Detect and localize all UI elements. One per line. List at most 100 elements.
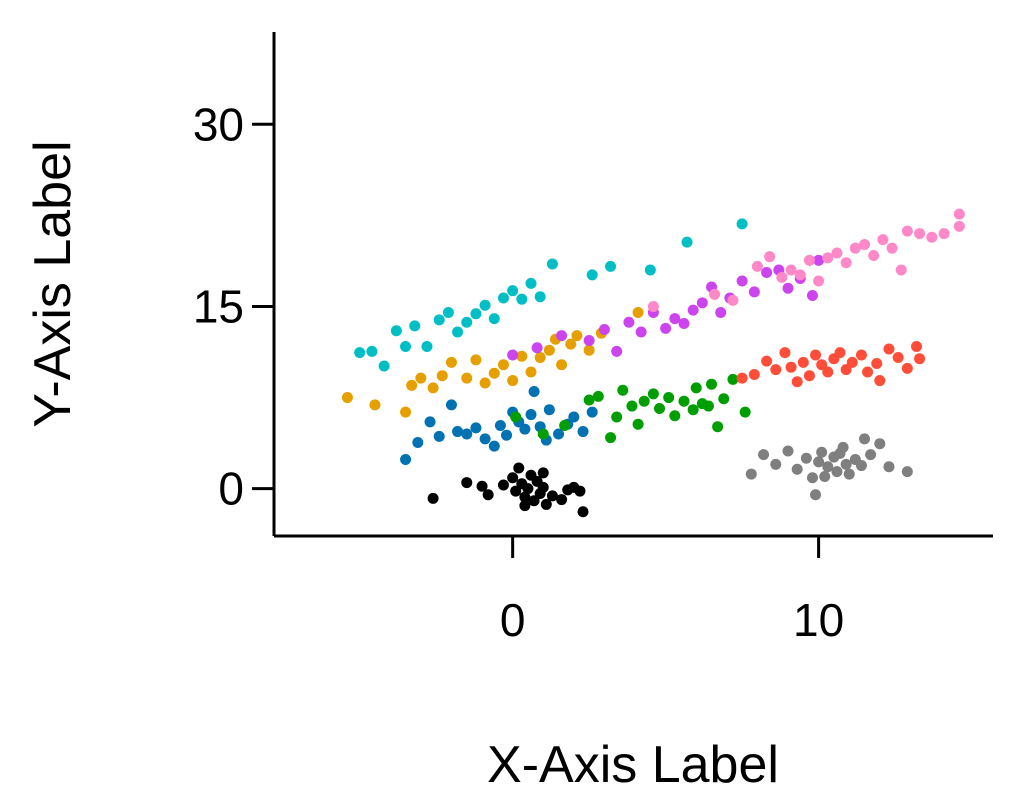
scatter-point: [813, 275, 825, 287]
scatter-point: [764, 251, 776, 263]
scatter-point: [519, 491, 531, 503]
scatter-point: [488, 440, 500, 452]
scatter-point: [855, 460, 867, 472]
scatter-point: [525, 277, 537, 289]
scatter-point: [846, 356, 858, 368]
scatter-point: [806, 290, 818, 302]
scatter-point: [660, 322, 672, 334]
scatter-point: [855, 349, 867, 361]
scatter-point: [840, 458, 852, 470]
scatter-point: [791, 376, 803, 388]
scatter-point: [681, 236, 693, 248]
scatter-point: [592, 390, 604, 402]
scatter-point: [433, 314, 445, 326]
scatter-point: [803, 370, 815, 382]
scatter-point: [858, 239, 870, 251]
scatter-point: [718, 393, 730, 405]
scatter-point: [461, 477, 473, 489]
y-tick-label: 0: [218, 463, 244, 515]
scatter-point: [611, 411, 623, 423]
scatter-point: [494, 419, 506, 431]
scatter-point: [605, 260, 617, 272]
scatter-point: [712, 421, 724, 433]
scatter-series: [745, 433, 913, 501]
scatter-point: [748, 286, 760, 298]
scatter-point: [687, 404, 699, 416]
scatter-point: [715, 307, 727, 319]
scatter-point: [415, 372, 427, 384]
scatter-point: [874, 438, 886, 450]
scatter-point: [791, 463, 803, 475]
scatter-point: [709, 288, 721, 300]
scatter-point: [638, 395, 650, 407]
scatter-point: [507, 349, 519, 361]
scatter-point: [632, 307, 644, 319]
scatter-point: [406, 379, 418, 391]
scatter-point: [782, 445, 794, 457]
y-tick-label: 15: [193, 280, 244, 332]
scatter-point: [727, 373, 739, 385]
scatter-point: [736, 275, 748, 287]
scatter-point: [696, 297, 708, 309]
scatter-point: [400, 406, 412, 418]
scatter-point: [840, 364, 852, 376]
scatter-point: [877, 234, 889, 246]
scatter-point: [858, 433, 870, 445]
scatter-point: [816, 446, 828, 458]
scatter-point: [537, 428, 549, 440]
scatter-point: [779, 347, 791, 359]
scatter-point: [739, 406, 751, 418]
y-axis-title: Y-Axis Label: [24, 140, 82, 427]
scatter-point: [556, 359, 568, 371]
scatter-point: [559, 419, 571, 431]
scatter-point: [452, 426, 464, 438]
scatter-point: [678, 317, 690, 329]
scatter-point: [341, 392, 353, 404]
scatter-point: [702, 400, 714, 412]
scatter-point: [871, 358, 883, 370]
scatter-point: [914, 228, 926, 240]
scatter-series: [510, 373, 751, 444]
scatter-series: [354, 218, 748, 372]
scatter-point: [421, 341, 433, 353]
scatter-series: [736, 341, 926, 388]
scatter-series: [400, 385, 598, 465]
scatter-point: [479, 299, 491, 311]
scatter-point: [745, 468, 757, 480]
scatter-point: [901, 466, 913, 478]
scatter-point: [497, 359, 509, 371]
scatter-point: [926, 231, 938, 243]
scatter-point: [400, 453, 412, 465]
scatter-point: [678, 395, 690, 407]
x-axis-title: X-Axis Label: [487, 736, 779, 794]
scatter-point: [819, 470, 831, 482]
scatter-point: [644, 264, 656, 276]
scatter-point: [611, 345, 623, 357]
scatter-point: [461, 316, 473, 328]
scatter-point: [565, 338, 577, 350]
scatter-point: [540, 498, 552, 510]
scatter-point: [770, 364, 782, 376]
scatter-point: [488, 367, 500, 379]
scatter-point: [727, 294, 739, 306]
scatter-point: [522, 483, 534, 495]
scatter-point: [546, 490, 558, 502]
scatter-point: [577, 506, 589, 518]
scatter-point: [497, 479, 509, 491]
scatter-point: [797, 356, 809, 368]
scatter-point: [568, 411, 580, 423]
scatter-point: [412, 436, 424, 448]
scatter-point: [834, 447, 846, 459]
scatter-point: [461, 372, 473, 384]
scatter-point: [507, 375, 519, 387]
scatter-point: [813, 456, 825, 468]
scatter-point: [770, 458, 782, 470]
scatter-point: [785, 361, 797, 373]
scatter-point: [868, 249, 880, 261]
scatter-point: [452, 326, 464, 338]
scatter-point: [482, 489, 494, 501]
scatter-point: [510, 411, 522, 423]
scatter-point: [840, 257, 852, 269]
scatter-point: [895, 264, 907, 276]
